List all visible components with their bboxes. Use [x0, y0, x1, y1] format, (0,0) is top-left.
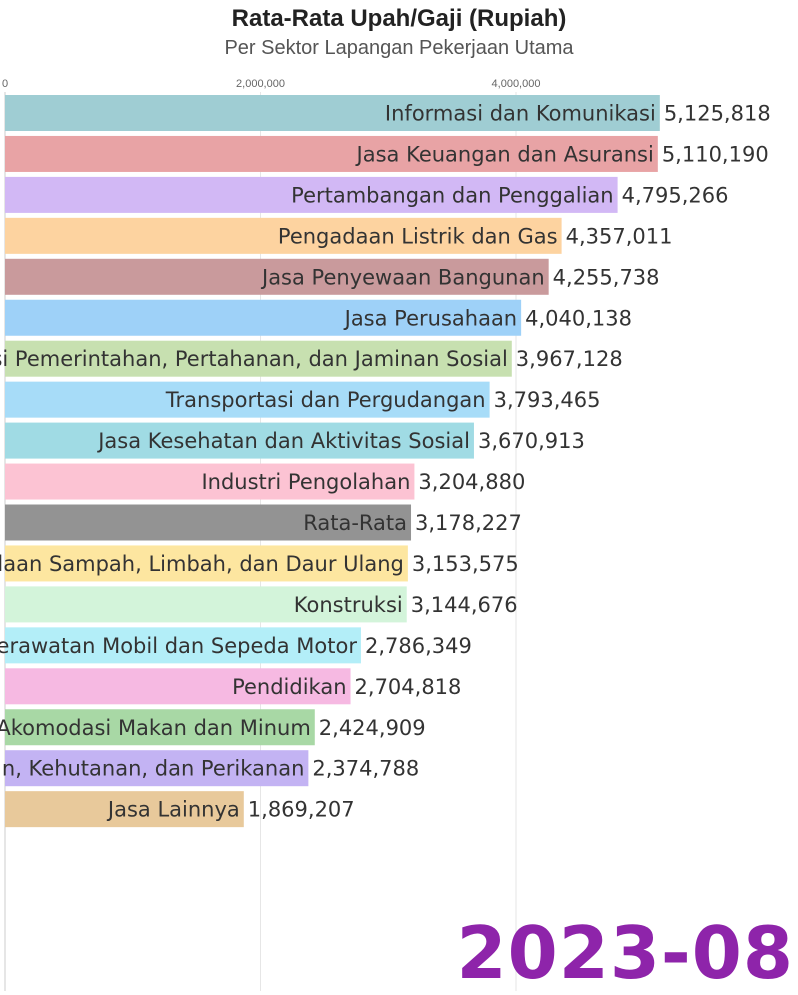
bar: [5, 340, 512, 377]
bar-category-label: olaan Sampah, Limbah, dan Daur Ulang: [0, 552, 404, 576]
bar-category-label: an, Kehutanan, dan Perikanan: [0, 757, 304, 781]
bar: [5, 422, 474, 459]
bar-value-label: 2,786,349: [365, 634, 472, 658]
x-tick-label: 0: [2, 78, 8, 90]
bar: [5, 176, 618, 213]
bar-category-label: Perawatan Mobil dan Sepeda Motor: [0, 634, 357, 658]
bar-group: Akomodasi Makan dan Minum 2,424,909: [0, 709, 426, 746]
bar: [5, 791, 244, 828]
bar: [5, 545, 408, 582]
bar: [5, 258, 549, 295]
bar: [5, 586, 407, 623]
bar-category-label: Informasi dan Komunikasi: [385, 102, 656, 126]
bar-group: Jasa Keuangan dan Asuransi 5,110,190: [5, 135, 769, 172]
bar: [5, 381, 490, 418]
bar-category-label: Jasa Keuangan dan Asuransi: [355, 142, 654, 166]
x-tick-label: 4,000,000: [492, 78, 541, 90]
bar-group: Konstruksi 3,144,676: [5, 586, 518, 623]
x-tick-label: 2,000,000: [236, 78, 285, 90]
bar-category-label: si Pemerintahan, Pertahanan, dan Jaminan…: [0, 347, 508, 371]
bar-value-label: 3,144,676: [411, 593, 518, 617]
bar-category-label: Industri Pengolahan: [201, 470, 410, 494]
bar-value-label: 3,967,128: [516, 347, 623, 371]
bar-group: si Pemerintahan, Pertahanan, dan Jaminan…: [0, 340, 623, 377]
bar-category-label: Jasa Lainnya: [106, 798, 240, 822]
bar-group: Transportasi dan Pergudangan 3,793,465: [5, 381, 601, 418]
bar-value-label: 2,424,909: [319, 716, 426, 740]
bar-group: Jasa Kesehatan dan Aktivitas Sosial 3,670…: [5, 422, 585, 459]
bar-value-label: 3,670,913: [478, 429, 585, 453]
bar-category-label: Transportasi dan Pergudangan: [165, 388, 486, 412]
bar-category-label: Akomodasi Makan dan Minum: [0, 716, 311, 740]
bar: [5, 463, 415, 500]
bar: [5, 299, 522, 336]
bar-group: Industri Pengolahan 3,204,880: [5, 463, 525, 500]
bar-group: Pertambangan dan Penggalian 4,795,266: [5, 176, 729, 213]
bar: [5, 668, 351, 705]
bar-value-label: 3,793,465: [494, 388, 601, 412]
bar-value-label: 3,178,227: [415, 511, 522, 535]
bar-group: an, Kehutanan, dan Perikanan 2,374,788: [0, 750, 419, 787]
x-axis-ticks: 0 2,000,000 4,000,000: [2, 78, 541, 90]
bar-value-label: 4,040,138: [525, 306, 632, 330]
bar-value-label: 4,795,266: [622, 183, 729, 207]
period-label: 2023-08: [456, 911, 794, 995]
bar-group: Jasa Penyewaan Bangunan 4,255,738: [5, 258, 660, 295]
bar: [5, 709, 315, 746]
bar: [5, 627, 361, 664]
bar-value-label: 3,204,880: [418, 470, 525, 494]
bar-value-label: 2,704,818: [355, 675, 462, 699]
bar-group: Pendidikan 2,704,818: [5, 668, 462, 705]
bar-value-label: 1,869,207: [248, 798, 355, 822]
bar-category-label: Konstruksi: [294, 593, 403, 617]
bar-value-label: 4,357,011: [566, 224, 673, 248]
bar: [5, 95, 660, 131]
bar-group: Jasa Lainnya 1,869,207: [5, 791, 355, 828]
chart-title: Rata-Rata Upah/Gaji (Rupiah): [231, 5, 567, 32]
bar-category-label: Pengadaan Listrik dan Gas: [278, 224, 558, 248]
bar: [5, 504, 412, 541]
bar-value-label: 5,110,190: [662, 142, 769, 166]
bar-category-label: Pertambangan dan Penggalian: [291, 183, 613, 207]
bar-group: Informasi dan Komunikasi 5,125,818: [5, 95, 771, 131]
bar-value-label: 3,153,575: [412, 552, 519, 576]
bar: [5, 135, 658, 172]
bar: [5, 217, 562, 254]
bar-group: Perawatan Mobil dan Sepeda Motor 2,786,34…: [0, 627, 472, 664]
bar-category-label: Jasa Kesehatan dan Aktivitas Sosial: [96, 429, 470, 453]
bar-value-label: 5,125,818: [664, 102, 771, 126]
bar-category-label: Rata-Rata: [303, 511, 407, 535]
bars: Informasi dan Komunikasi 5,125,818 Jasa Ke…: [0, 95, 771, 828]
bar-group: Jasa Perusahaan 4,040,138: [5, 299, 632, 336]
bar-category-label: Pendidikan: [232, 675, 346, 699]
bar: [5, 750, 309, 787]
bar-group: Rata-Rata 3,178,227: [5, 504, 522, 541]
bar-category-label: Jasa Penyewaan Bangunan: [260, 265, 545, 289]
bar-group: olaan Sampah, Limbah, dan Daur Ulang 3,15…: [0, 545, 519, 582]
bar-value-label: 4,255,738: [553, 265, 660, 289]
chart-subtitle: Per Sektor Lapangan Pekerjaan Utama: [224, 37, 574, 59]
bar-value-label: 2,374,788: [312, 757, 419, 781]
bar-group: Pengadaan Listrik dan Gas 4,357,011: [5, 217, 673, 254]
bar-category-label: Jasa Perusahaan: [343, 306, 518, 330]
